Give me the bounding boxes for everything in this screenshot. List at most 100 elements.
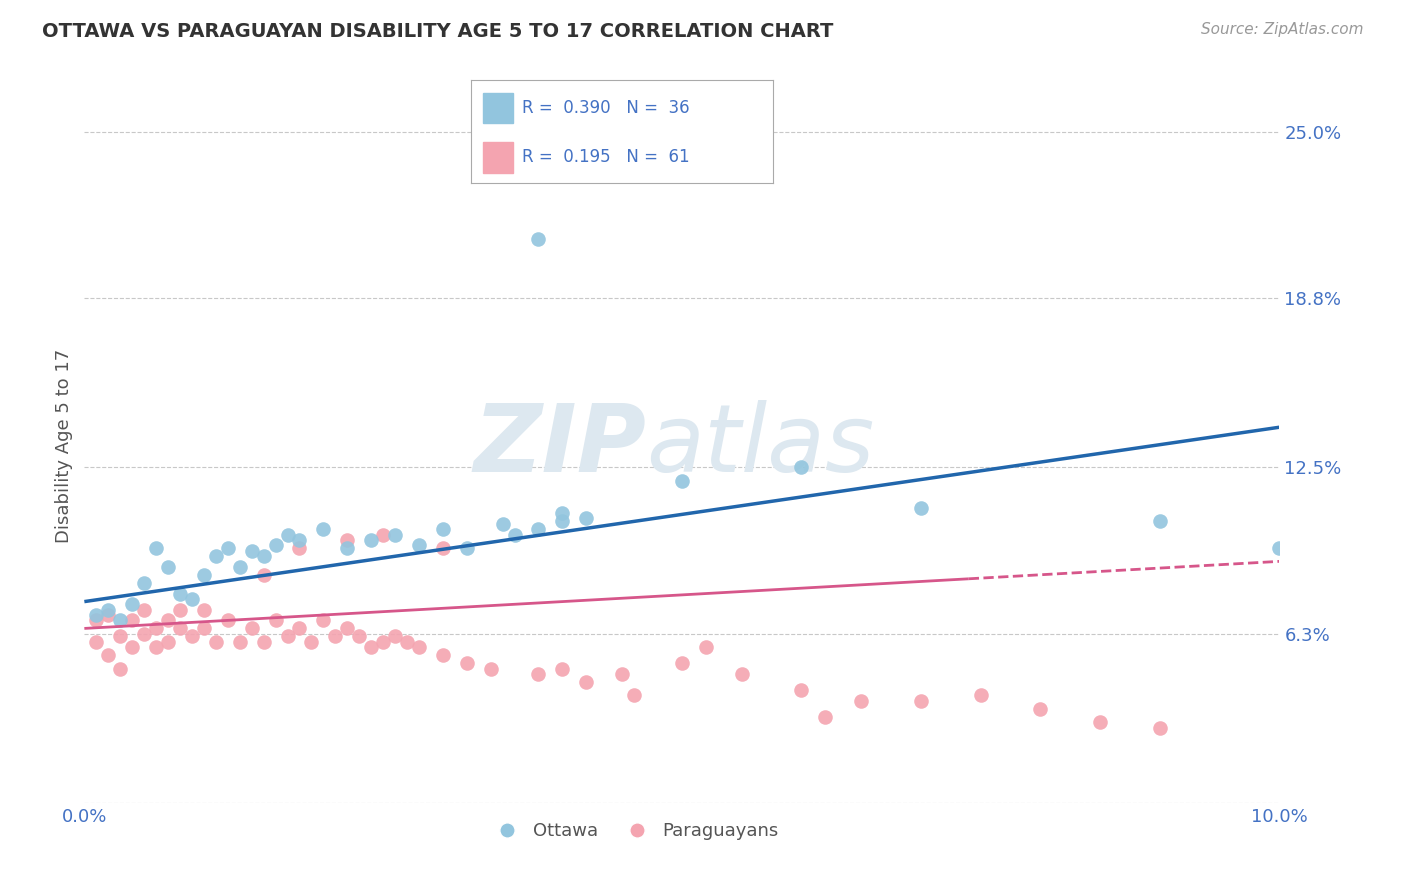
Point (408, 538, 430, 552)
Point (384, 630, 406, 644)
Text: R =  0.195   N =  61: R = 0.195 N = 61 (523, 148, 690, 166)
Point (228, 635, 252, 649)
Point (373, 635, 395, 649)
Point (910, 500, 932, 515)
Point (1090, 715, 1112, 730)
Point (671, 474, 693, 488)
Point (612, 667, 634, 681)
Point (1029, 702, 1052, 716)
Point (264, 538, 287, 552)
Point (264, 613, 287, 627)
Point (336, 541, 359, 555)
Point (205, 549, 228, 563)
Point (623, 689, 645, 703)
Point (527, 522, 550, 536)
Point (86, 613, 108, 627)
Point (790, 460, 813, 475)
Point (145, 622, 167, 636)
Point (1149, 514, 1171, 528)
Text: atlas: atlas (647, 401, 875, 491)
Point (132, 627, 156, 641)
Point (145, 541, 167, 555)
Point (253, 549, 276, 563)
Point (132, 575, 156, 590)
Point (169, 622, 191, 636)
Text: ZIP: ZIP (474, 400, 647, 492)
Point (551, 506, 574, 520)
Point (575, 511, 598, 525)
Y-axis label: Disability Age 5 to 17: Disability Age 5 to 17 (55, 349, 73, 543)
Point (349, 630, 371, 644)
Point (360, 640, 382, 655)
Point (814, 710, 837, 724)
Point (731, 667, 754, 681)
Point (110, 662, 132, 676)
Point (97, 602, 120, 616)
Point (503, 527, 526, 541)
Point (851, 694, 873, 708)
Point (217, 541, 239, 555)
Point (145, 640, 167, 655)
Point (253, 567, 276, 582)
Point (240, 543, 263, 558)
Text: Source: ZipAtlas.com: Source: ZipAtlas.com (1201, 22, 1364, 37)
Text: OTTAWA VS PARAGUAYAN DISABILITY AGE 5 TO 17 CORRELATION CHART: OTTAWA VS PARAGUAYAN DISABILITY AGE 5 TO… (42, 22, 834, 41)
Point (336, 533, 359, 547)
FancyBboxPatch shape (484, 93, 513, 123)
Point (97, 648, 120, 663)
Text: R =  0.390   N =  36: R = 0.390 N = 36 (523, 99, 690, 117)
Point (575, 675, 598, 690)
Point (408, 640, 430, 655)
Point (312, 613, 335, 627)
Point (671, 657, 693, 671)
Point (384, 527, 406, 541)
Point (193, 602, 215, 616)
Point (1268, 541, 1291, 555)
FancyBboxPatch shape (484, 142, 513, 173)
Point (86, 635, 108, 649)
Point (790, 683, 813, 698)
Point (86, 607, 108, 622)
Point (288, 533, 311, 547)
Point (169, 602, 191, 616)
Point (551, 514, 574, 528)
Point (551, 662, 574, 676)
Point (1149, 721, 1171, 735)
Point (97, 607, 120, 622)
Point (132, 602, 156, 616)
Point (325, 630, 347, 644)
Point (432, 648, 454, 663)
Point (277, 527, 299, 541)
Point (217, 613, 239, 627)
Point (479, 662, 502, 676)
Point (157, 635, 180, 649)
Point (169, 586, 191, 600)
Point (277, 630, 299, 644)
Point (288, 541, 311, 555)
Point (121, 640, 143, 655)
Point (121, 597, 143, 611)
Point (193, 622, 215, 636)
Point (970, 689, 993, 703)
Point (253, 635, 276, 649)
Point (157, 559, 180, 574)
Point (396, 635, 419, 649)
Point (205, 635, 228, 649)
Point (373, 527, 395, 541)
Point (492, 516, 515, 531)
Point (527, 667, 550, 681)
Point (193, 567, 215, 582)
Point (157, 613, 180, 627)
Point (288, 622, 311, 636)
Legend: Ottawa, Paraguayans: Ottawa, Paraguayans (482, 815, 786, 847)
Point (110, 630, 132, 644)
Point (360, 533, 382, 547)
Point (312, 522, 335, 536)
Point (527, 232, 550, 246)
Point (432, 541, 454, 555)
Point (910, 694, 932, 708)
Point (181, 630, 204, 644)
Point (301, 635, 323, 649)
Point (121, 613, 143, 627)
Point (695, 640, 717, 655)
